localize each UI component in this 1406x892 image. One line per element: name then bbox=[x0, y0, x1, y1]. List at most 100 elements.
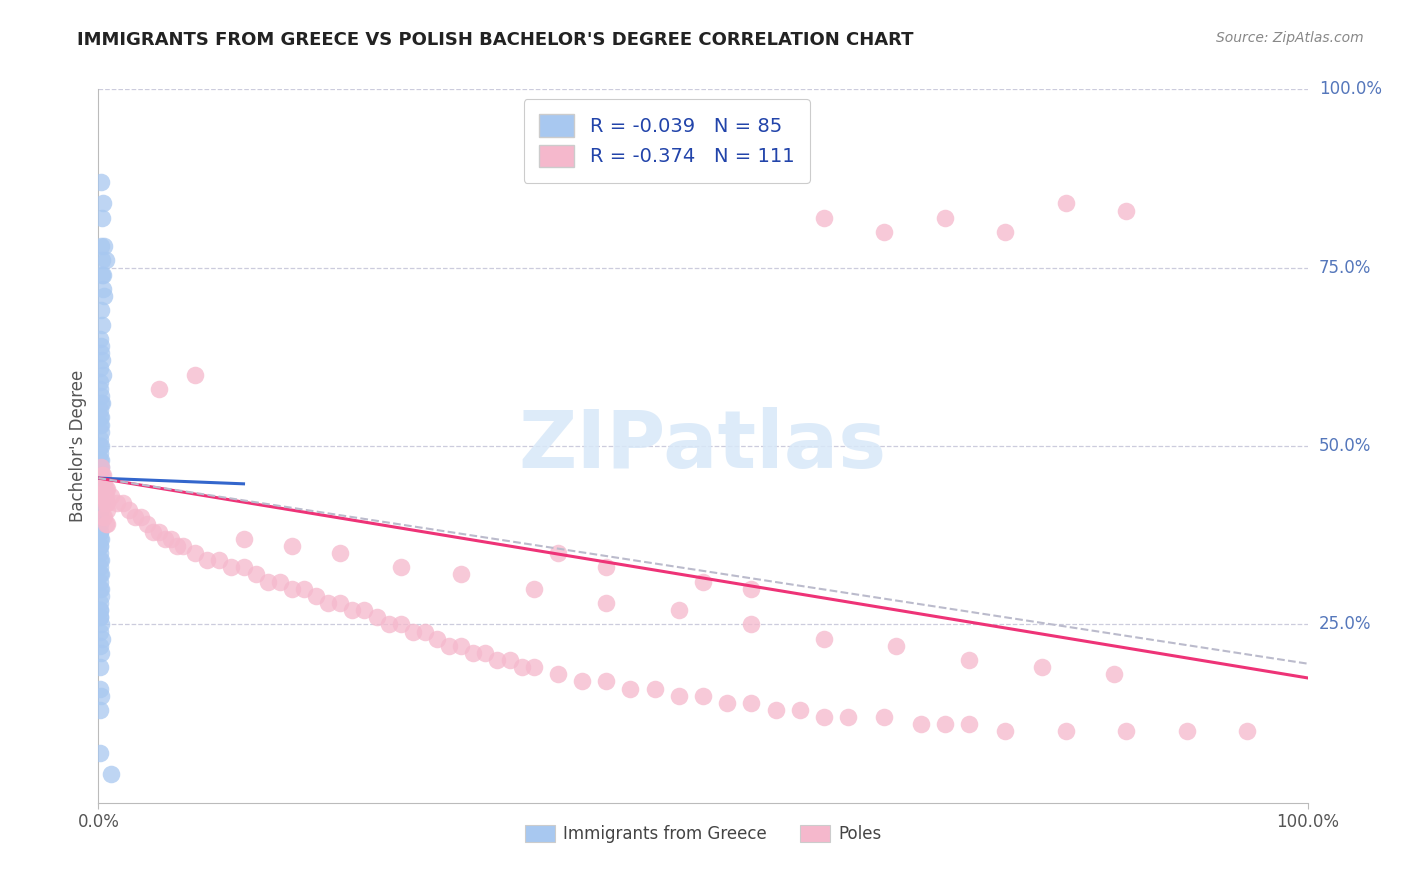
Point bbox=[89, 553, 111, 567]
Text: 100.0%: 100.0% bbox=[1319, 80, 1382, 98]
Point bbox=[90, 482, 112, 496]
Point bbox=[89, 446, 111, 460]
Point bbox=[90, 453, 112, 467]
Point bbox=[94, 482, 117, 496]
Point bbox=[232, 560, 254, 574]
Point bbox=[91, 318, 114, 332]
Point bbox=[90, 460, 112, 475]
Text: 50.0%: 50.0% bbox=[1319, 437, 1371, 455]
Point bbox=[957, 717, 980, 731]
Point bbox=[89, 503, 111, 517]
Point bbox=[510, 660, 533, 674]
Point bbox=[329, 596, 352, 610]
Point bbox=[668, 689, 690, 703]
Text: ZIPatlas: ZIPatlas bbox=[519, 407, 887, 485]
Point bbox=[89, 610, 111, 624]
Point bbox=[91, 396, 114, 410]
Point bbox=[813, 710, 835, 724]
Point bbox=[90, 646, 112, 660]
Point bbox=[426, 632, 449, 646]
Point bbox=[89, 567, 111, 582]
Point bbox=[329, 546, 352, 560]
Point bbox=[463, 646, 485, 660]
Point bbox=[716, 696, 738, 710]
Point bbox=[91, 510, 114, 524]
Point bbox=[89, 417, 111, 432]
Text: 25.0%: 25.0% bbox=[1319, 615, 1371, 633]
Point bbox=[89, 410, 111, 425]
Point bbox=[450, 567, 472, 582]
Point bbox=[90, 532, 112, 546]
Point bbox=[547, 546, 569, 560]
Point bbox=[89, 360, 111, 375]
Point bbox=[1236, 724, 1258, 739]
Point bbox=[402, 624, 425, 639]
Point bbox=[89, 482, 111, 496]
Point bbox=[886, 639, 908, 653]
Point bbox=[692, 689, 714, 703]
Point bbox=[129, 510, 152, 524]
Point bbox=[292, 582, 315, 596]
Point bbox=[89, 517, 111, 532]
Point bbox=[595, 674, 617, 689]
Point bbox=[281, 582, 304, 596]
Point bbox=[668, 603, 690, 617]
Y-axis label: Bachelor's Degree: Bachelor's Degree bbox=[69, 370, 87, 522]
Point bbox=[89, 460, 111, 475]
Point bbox=[96, 482, 118, 496]
Point bbox=[89, 489, 111, 503]
Point bbox=[571, 674, 593, 689]
Point bbox=[256, 574, 278, 589]
Point bbox=[91, 253, 114, 268]
Point bbox=[93, 289, 115, 303]
Point bbox=[910, 717, 932, 731]
Point bbox=[89, 524, 111, 539]
Point bbox=[91, 268, 114, 282]
Point bbox=[166, 539, 188, 553]
Point bbox=[90, 417, 112, 432]
Point bbox=[148, 382, 170, 396]
Point bbox=[740, 582, 762, 596]
Point bbox=[474, 646, 496, 660]
Point bbox=[89, 510, 111, 524]
Point bbox=[873, 710, 896, 724]
Point bbox=[94, 489, 117, 503]
Point bbox=[644, 681, 666, 696]
Point bbox=[89, 524, 111, 539]
Point bbox=[90, 567, 112, 582]
Point bbox=[789, 703, 811, 717]
Point bbox=[94, 517, 117, 532]
Point bbox=[90, 339, 112, 353]
Point bbox=[89, 560, 111, 574]
Point bbox=[135, 517, 157, 532]
Point bbox=[91, 632, 114, 646]
Point bbox=[89, 382, 111, 396]
Point bbox=[93, 482, 115, 496]
Point bbox=[89, 610, 111, 624]
Point bbox=[90, 175, 112, 189]
Point bbox=[221, 560, 243, 574]
Point bbox=[523, 582, 546, 596]
Point bbox=[1175, 724, 1198, 739]
Point bbox=[94, 496, 117, 510]
Point bbox=[93, 496, 115, 510]
Point bbox=[90, 439, 112, 453]
Point bbox=[1115, 203, 1137, 218]
Point bbox=[90, 389, 112, 403]
Point bbox=[91, 467, 114, 482]
Point bbox=[765, 703, 787, 717]
Point bbox=[195, 553, 218, 567]
Point bbox=[89, 432, 111, 446]
Point bbox=[89, 403, 111, 417]
Point bbox=[353, 603, 375, 617]
Point bbox=[813, 211, 835, 225]
Point bbox=[740, 617, 762, 632]
Point bbox=[94, 253, 117, 268]
Point bbox=[100, 767, 122, 781]
Point bbox=[90, 460, 112, 475]
Point bbox=[994, 225, 1017, 239]
Point bbox=[142, 524, 165, 539]
Point bbox=[91, 368, 114, 382]
Point bbox=[692, 574, 714, 589]
Point bbox=[837, 710, 859, 724]
